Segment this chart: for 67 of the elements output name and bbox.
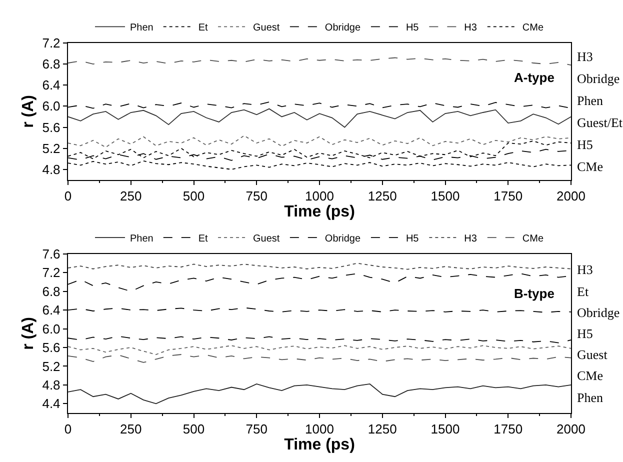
x-tick-label: 0 <box>64 422 72 437</box>
x-tick-label: 250 <box>120 422 142 437</box>
y-tick-label: 6.0 <box>42 98 60 114</box>
y-tick-label: 6.8 <box>42 56 60 72</box>
y-tick-label: 7.2 <box>42 265 60 280</box>
y-tick-label: 6.4 <box>42 302 60 318</box>
legend-label: Obridge <box>324 22 361 34</box>
x-tick-label: 1250 <box>368 188 397 204</box>
legend-label: CMe <box>522 22 544 34</box>
text: Phen <box>577 93 604 108</box>
y-tick-label: 5.6 <box>42 340 60 356</box>
y-tick-label: 5.2 <box>42 358 60 374</box>
x-tick-label: 250 <box>120 188 142 204</box>
x-tick-label: 1000 <box>305 188 334 204</box>
y-tick-label: 4.8 <box>42 377 60 392</box>
x-tick-label: 0 <box>64 188 72 204</box>
x-tick-label: 1750 <box>494 188 523 204</box>
x-axis-title: Time (ps) <box>284 204 355 221</box>
y-tick-label: 4.8 <box>42 162 60 177</box>
text: Et <box>577 284 589 299</box>
x-tick-label: 750 <box>246 422 268 437</box>
x-tick-label: 1500 <box>430 188 460 204</box>
x-tick-label: 500 <box>182 422 205 437</box>
text: H3 <box>577 49 593 64</box>
x-axis-title: Time (ps) <box>284 436 355 454</box>
legend-label: H3 <box>464 233 478 244</box>
legend-label: Guest <box>253 233 280 244</box>
text: Guest <box>577 347 608 362</box>
y-tick-label: 6.0 <box>42 321 60 336</box>
text: Phen <box>577 390 604 405</box>
y-tick-label: 4.4 <box>42 396 60 412</box>
text: CMe <box>577 159 604 174</box>
text: Obridge <box>577 305 620 320</box>
y-axis-title: r (A) <box>20 317 38 350</box>
text: A-type <box>514 70 554 85</box>
legend-label: Guest <box>253 22 280 34</box>
legend-label: CMe <box>522 233 544 244</box>
x-tick-label: 1250 <box>368 422 397 437</box>
legend-label: H3 <box>464 22 478 34</box>
y-tick-label: 7.6 <box>42 246 60 262</box>
legend-label: Et <box>198 233 208 244</box>
y-tick-label: 6.8 <box>42 284 60 299</box>
legend-label: Phen <box>130 233 154 244</box>
x-tick-label: 500 <box>182 188 205 204</box>
x-tick-label: 1500 <box>430 422 460 437</box>
y-tick-label: 6.4 <box>42 78 60 93</box>
x-tick-label: 1750 <box>494 422 523 437</box>
legend-label: H5 <box>406 233 420 244</box>
legend-label: Obridge <box>324 233 361 244</box>
x-tick-label: 750 <box>246 188 268 204</box>
text: CMe <box>577 368 604 383</box>
y-tick-label: 5.2 <box>42 140 60 156</box>
x-tick-label: 1000 <box>305 422 334 437</box>
text: H5 <box>577 137 593 152</box>
text: H5 <box>577 326 593 341</box>
legend-label: H5 <box>406 22 420 34</box>
text: B-type <box>514 286 554 301</box>
legend-label: Et <box>198 22 208 34</box>
x-tick-label: 2000 <box>556 188 586 204</box>
text: Guest/Et <box>577 115 623 130</box>
text: H3 <box>577 262 593 277</box>
y-tick-label: 5.6 <box>42 120 60 135</box>
text: Obridge <box>577 71 620 86</box>
x-tick-label: 2000 <box>556 422 586 437</box>
y-tick-label: 7.2 <box>42 36 60 51</box>
y-axis-title: r (A) <box>20 95 38 128</box>
legend-label: Phen <box>130 22 154 34</box>
